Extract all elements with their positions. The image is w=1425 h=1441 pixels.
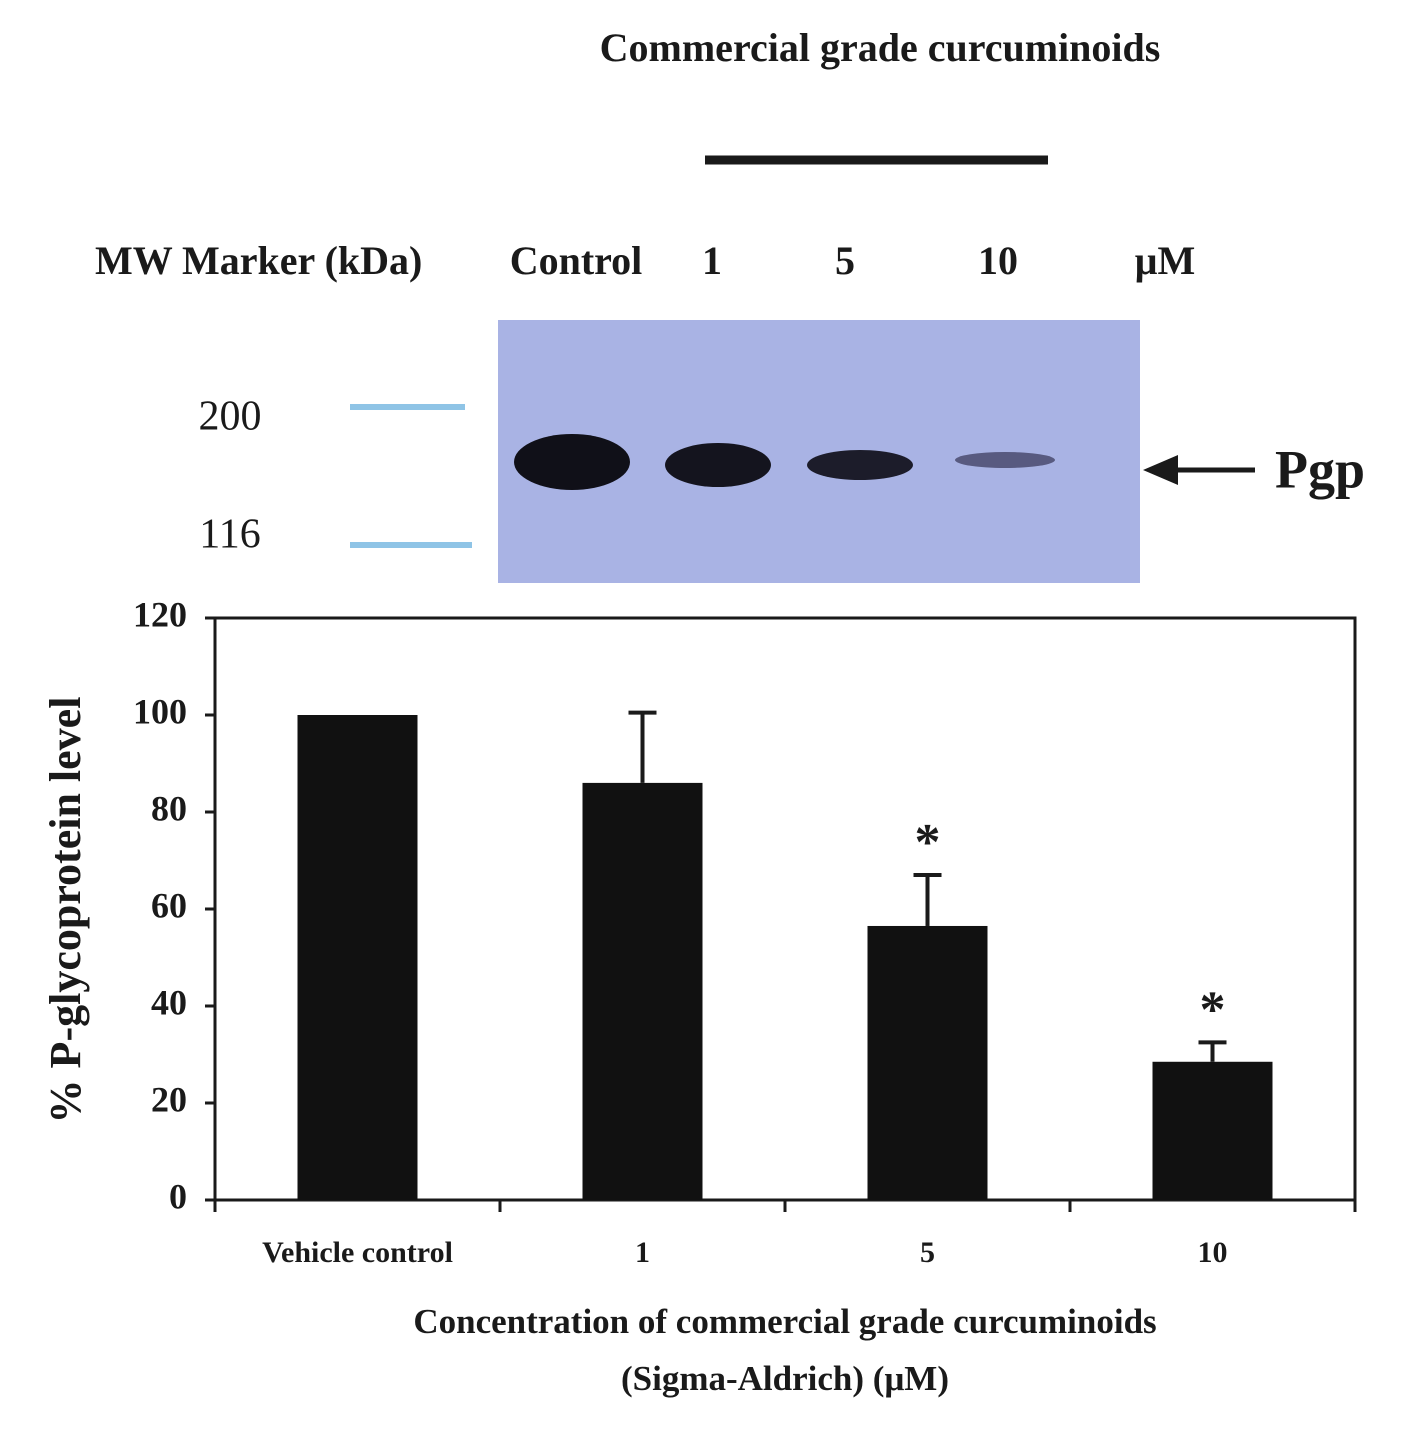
lane-label: Control: [510, 238, 643, 283]
lane-label: 10: [978, 238, 1018, 283]
x-tick-label: Vehicle control: [262, 1236, 453, 1269]
x-tick-label: 1: [635, 1236, 650, 1269]
y-tick-label: 120: [133, 594, 187, 634]
bar: [1152, 1061, 1273, 1200]
y-axis-label: % P-glycoprotein level: [41, 697, 90, 1124]
bar: [297, 715, 418, 1200]
band: [955, 452, 1055, 468]
x-axis-label: (Sigma-Aldrich) (μM): [621, 1359, 949, 1398]
marker-label: 200: [199, 394, 262, 440]
y-tick-label: 100: [133, 691, 187, 731]
band: [514, 434, 630, 490]
y-tick-label: 60: [151, 885, 187, 925]
unit-label: μM: [1135, 238, 1195, 283]
lane-label: 1: [702, 238, 722, 283]
band-label: Pgp: [1275, 439, 1365, 499]
lane-label: 5: [835, 238, 855, 283]
x-axis-label: Concentration of commercial grade curcum…: [413, 1302, 1156, 1341]
marker-label: 116: [199, 512, 260, 558]
band: [665, 443, 771, 487]
lane-label: MW Marker (kDa): [95, 238, 422, 283]
significance-mark: *: [915, 814, 941, 871]
y-tick-label: 80: [151, 788, 187, 828]
x-tick-label: 5: [920, 1236, 935, 1269]
blot-title: Commercial grade curcuminoids: [600, 25, 1161, 70]
bar: [582, 782, 703, 1200]
significance-mark: *: [1200, 981, 1226, 1038]
bar: [867, 925, 988, 1200]
arrow-head: [1143, 455, 1178, 485]
y-tick-label: 20: [151, 1079, 187, 1119]
y-tick-label: 0: [169, 1176, 187, 1216]
x-tick-label: 10: [1198, 1236, 1228, 1269]
band: [807, 450, 913, 480]
y-tick-label: 40: [151, 982, 187, 1022]
